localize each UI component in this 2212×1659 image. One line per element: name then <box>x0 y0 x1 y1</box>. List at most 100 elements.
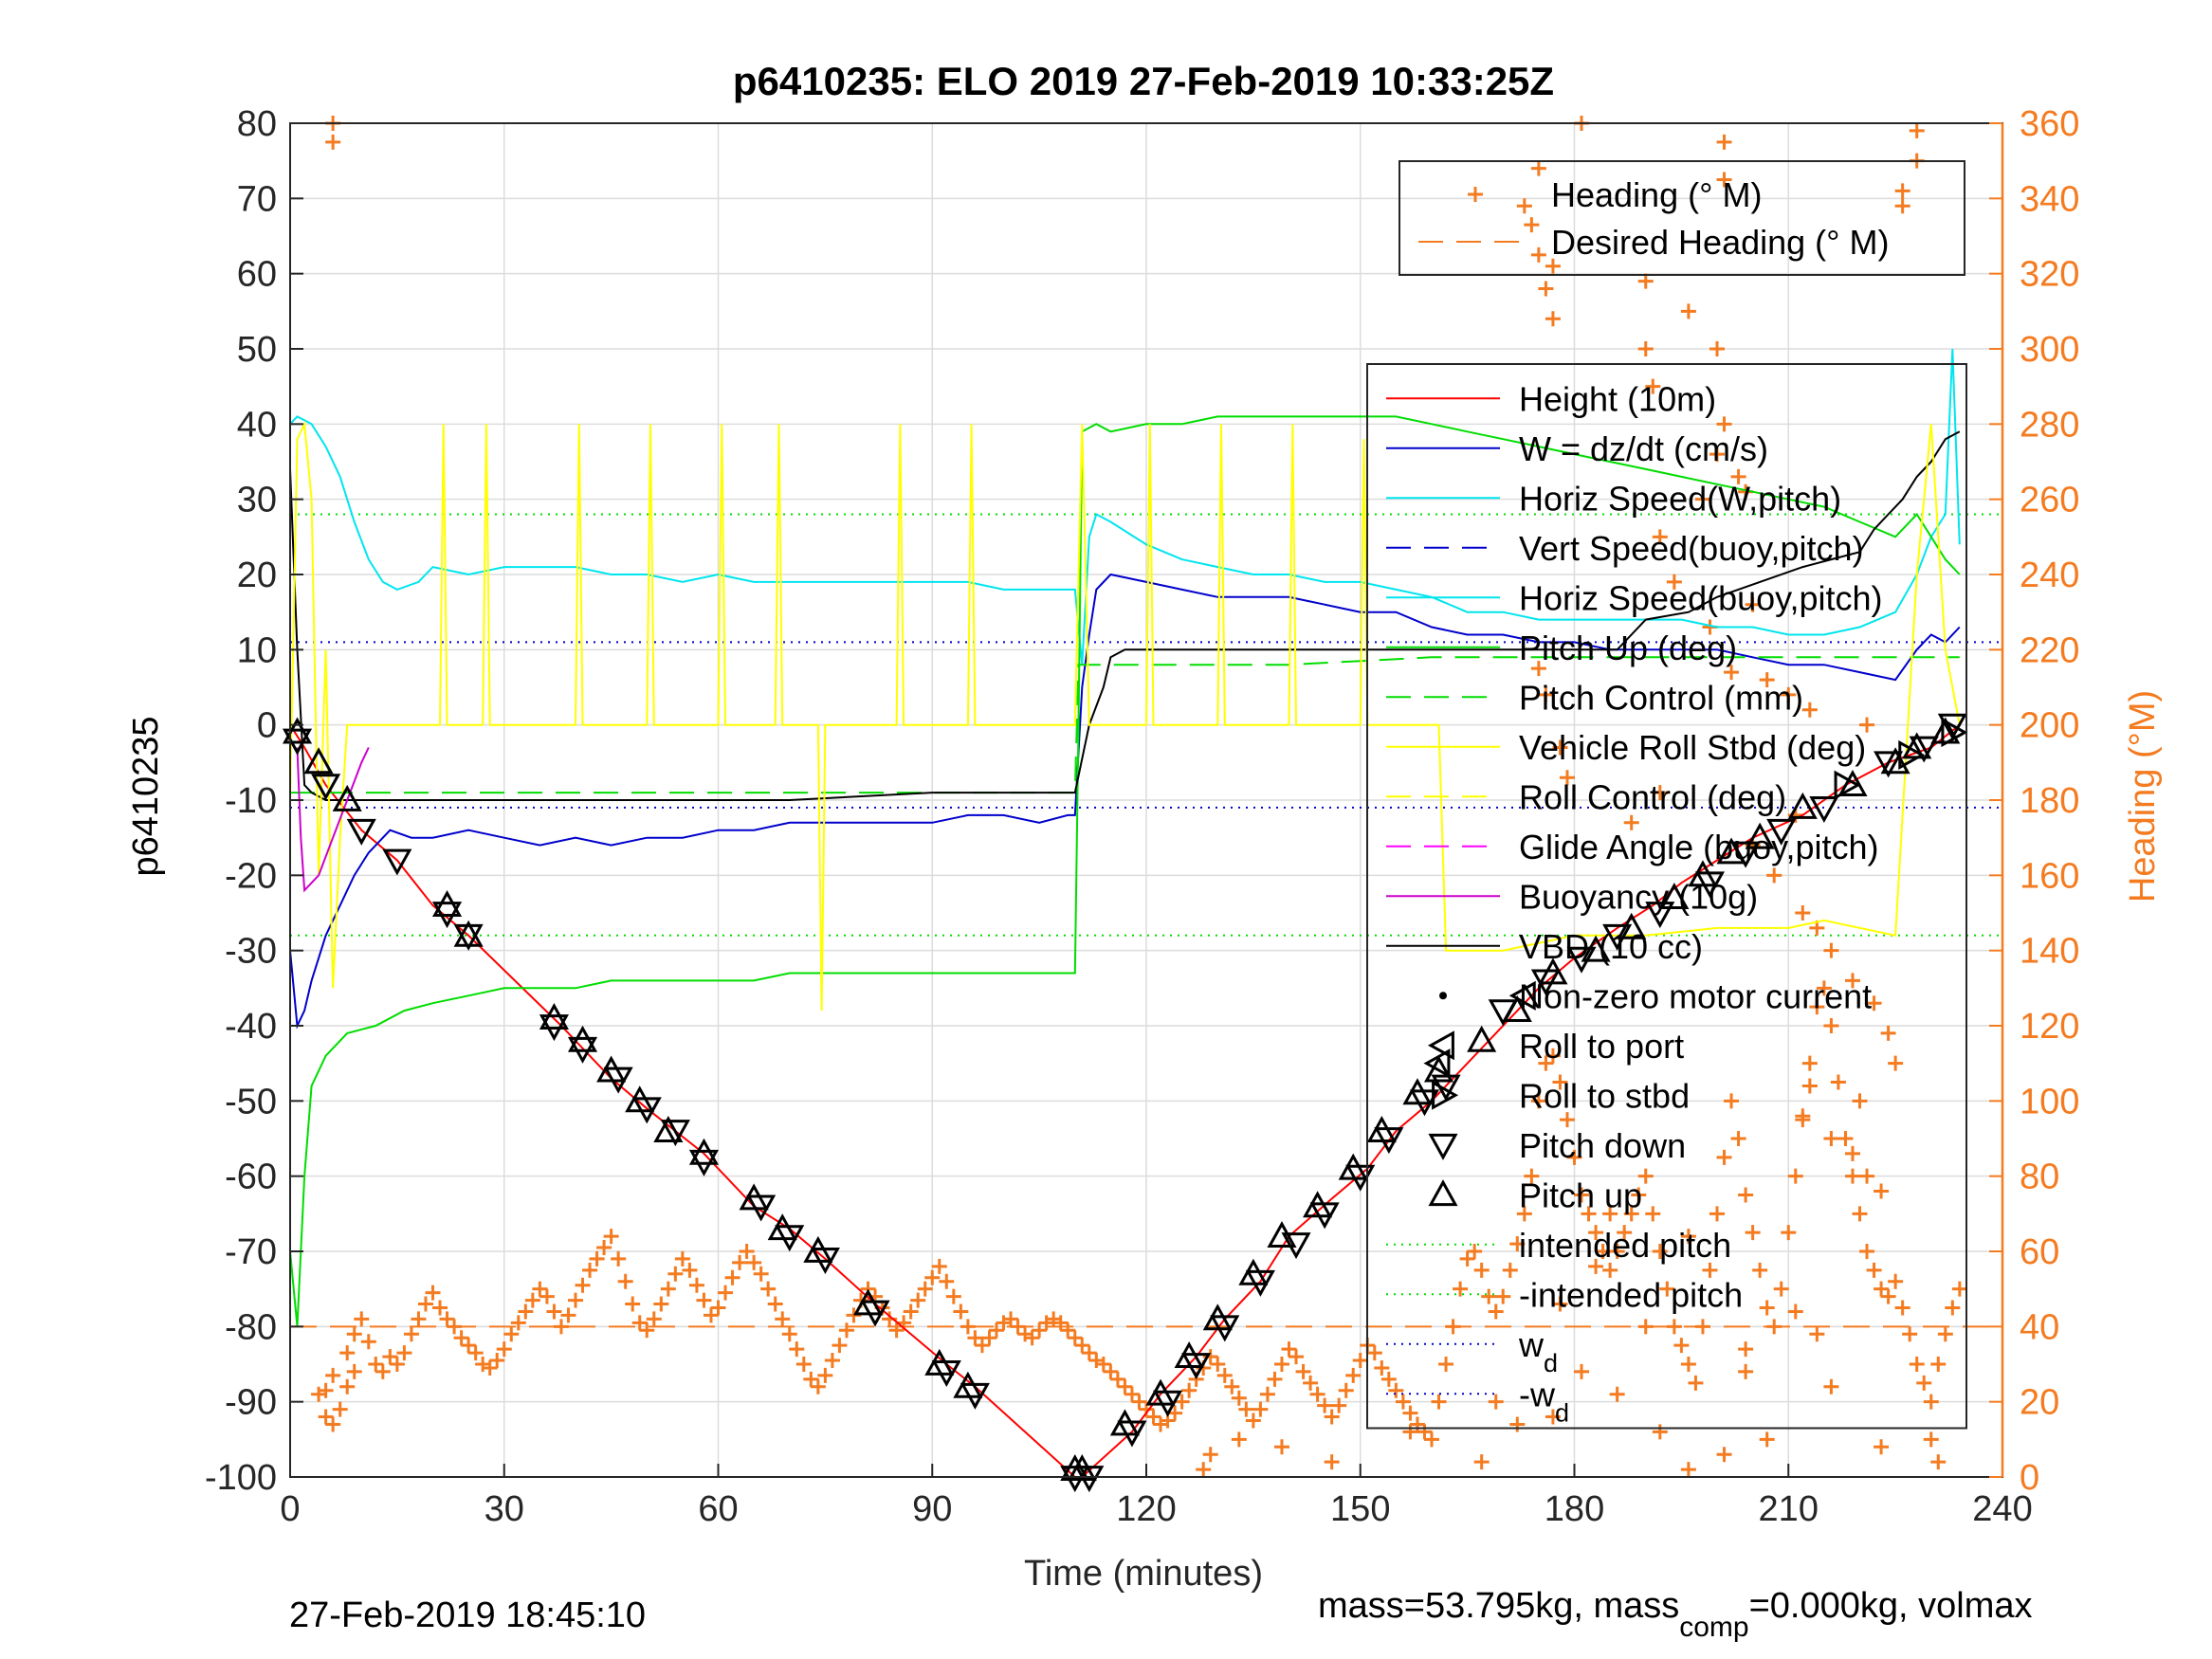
legend-label: Vehicle Roll Stbd (deg) <box>1519 728 1866 767</box>
heading-point <box>1694 1319 1710 1335</box>
heading-point <box>318 1409 334 1425</box>
roll-stbd-marker <box>1834 770 1861 800</box>
heading-point <box>1581 1206 1597 1222</box>
heading-point <box>1923 1394 1939 1410</box>
heading-point <box>953 1304 969 1320</box>
heading-point <box>1524 217 1540 233</box>
pitch-down-marker <box>631 1097 662 1124</box>
heading-point <box>1552 1296 1568 1312</box>
heading-point <box>1609 1386 1625 1402</box>
heading-point <box>546 1304 562 1320</box>
legend-heading-box <box>1398 160 1965 276</box>
heading-point <box>974 1338 990 1354</box>
heading-point <box>931 1258 947 1274</box>
heading-point <box>667 1266 684 1282</box>
heading-point <box>1024 1330 1040 1346</box>
heading-point <box>960 1319 976 1335</box>
heading-point <box>1781 1225 1797 1241</box>
heading-point <box>1224 1378 1240 1395</box>
heading-point <box>1830 1074 1846 1090</box>
legend-sample-tri-left <box>1427 1030 1454 1061</box>
y2-tick-label: 180 <box>2020 781 2079 821</box>
y2-tick-label: 220 <box>2020 630 2079 670</box>
heading-point <box>1609 1244 1625 1259</box>
heading-point <box>1730 1131 1746 1146</box>
heading-point <box>1488 1304 1504 1320</box>
heading-point <box>674 1250 690 1267</box>
heading-point <box>1745 596 1761 612</box>
y-tick-label: 60 <box>237 255 277 295</box>
heading-point <box>988 1322 1004 1339</box>
x-tick-label: 150 <box>1330 1489 1390 1529</box>
heading-point <box>646 1311 662 1327</box>
heading-point <box>1894 198 1910 214</box>
y-tick-label: -20 <box>225 856 277 896</box>
heading-point <box>596 1240 612 1256</box>
pitch-down-marker <box>1874 751 1904 778</box>
heading-point <box>789 1341 805 1358</box>
heading-point <box>1809 1326 1825 1342</box>
pitch-down-marker <box>688 1149 719 1176</box>
legend-label: VBD (10 cc) <box>1519 927 1703 966</box>
heading-point <box>1888 1273 1904 1289</box>
heading-point <box>1038 1315 1054 1331</box>
legend-label: Roll to port <box>1519 1027 1684 1066</box>
heading-point <box>817 1367 833 1383</box>
heading-point <box>1702 1262 1718 1278</box>
heading-point <box>1388 1382 1404 1398</box>
heading-point <box>810 1378 826 1395</box>
heading-point <box>603 1229 619 1245</box>
y-tick-label: 70 <box>237 179 277 219</box>
heading-point <box>311 1386 327 1402</box>
y2-tick-label: 160 <box>2020 856 2079 896</box>
heading-point <box>1202 1349 1218 1365</box>
heading-point <box>1673 1338 1690 1354</box>
heading-point <box>703 1307 719 1323</box>
heading-point <box>1331 1397 1347 1413</box>
heading-point <box>1273 1439 1289 1455</box>
pitch-down-marker <box>1374 1127 1404 1155</box>
heading-point <box>1495 1288 1511 1304</box>
heading-points <box>311 116 1967 1478</box>
heading-point <box>767 1296 783 1312</box>
y-tick-label: 20 <box>237 556 277 595</box>
heading-point <box>503 1326 520 1342</box>
heading-point <box>1637 1168 1654 1184</box>
heading-point <box>1473 1454 1490 1470</box>
heading-point <box>1923 1431 1939 1448</box>
footer-timestamp: 27-Feb-2019 18:45:10 <box>289 1595 646 1635</box>
heading-point <box>1516 1206 1532 1222</box>
heading-point <box>1231 1431 1247 1448</box>
heading-point <box>1916 1375 1932 1391</box>
heading-point <box>1652 1424 1668 1440</box>
heading-point <box>1538 281 1554 297</box>
heading-point <box>981 1330 997 1346</box>
heading-point <box>1859 717 1875 733</box>
pitch-down-marker <box>346 818 376 846</box>
legend-label: -intended pitch <box>1519 1275 1743 1314</box>
heading-point <box>1809 920 1825 936</box>
pitch-down-marker <box>1281 1232 1311 1260</box>
heading-point <box>1445 1319 1461 1335</box>
pitch-down-marker <box>432 902 463 929</box>
heading-point <box>639 1322 655 1339</box>
heading-point <box>467 1345 484 1361</box>
y2-tick-label: 340 <box>2020 179 2079 219</box>
heading-point <box>910 1292 926 1308</box>
legend-label: -wd <box>1519 1375 1569 1427</box>
heading-point <box>1509 1236 1526 1252</box>
pitch-down-marker <box>1809 796 1839 824</box>
heading-point <box>838 1322 854 1339</box>
heading-point <box>1680 1462 1696 1478</box>
heading-point <box>1324 1409 1340 1425</box>
x-tick-label: 120 <box>1116 1489 1176 1529</box>
heading-point <box>1488 1394 1504 1410</box>
y2-tick-label: 0 <box>2020 1458 2039 1498</box>
heading-point <box>917 1281 933 1297</box>
y2-tick-label: 240 <box>2020 556 2079 595</box>
heading-point <box>325 134 341 150</box>
heading-point <box>1716 1149 1732 1165</box>
roll-stbd-marker <box>1898 739 1926 770</box>
y-tick-label: 0 <box>257 706 277 746</box>
